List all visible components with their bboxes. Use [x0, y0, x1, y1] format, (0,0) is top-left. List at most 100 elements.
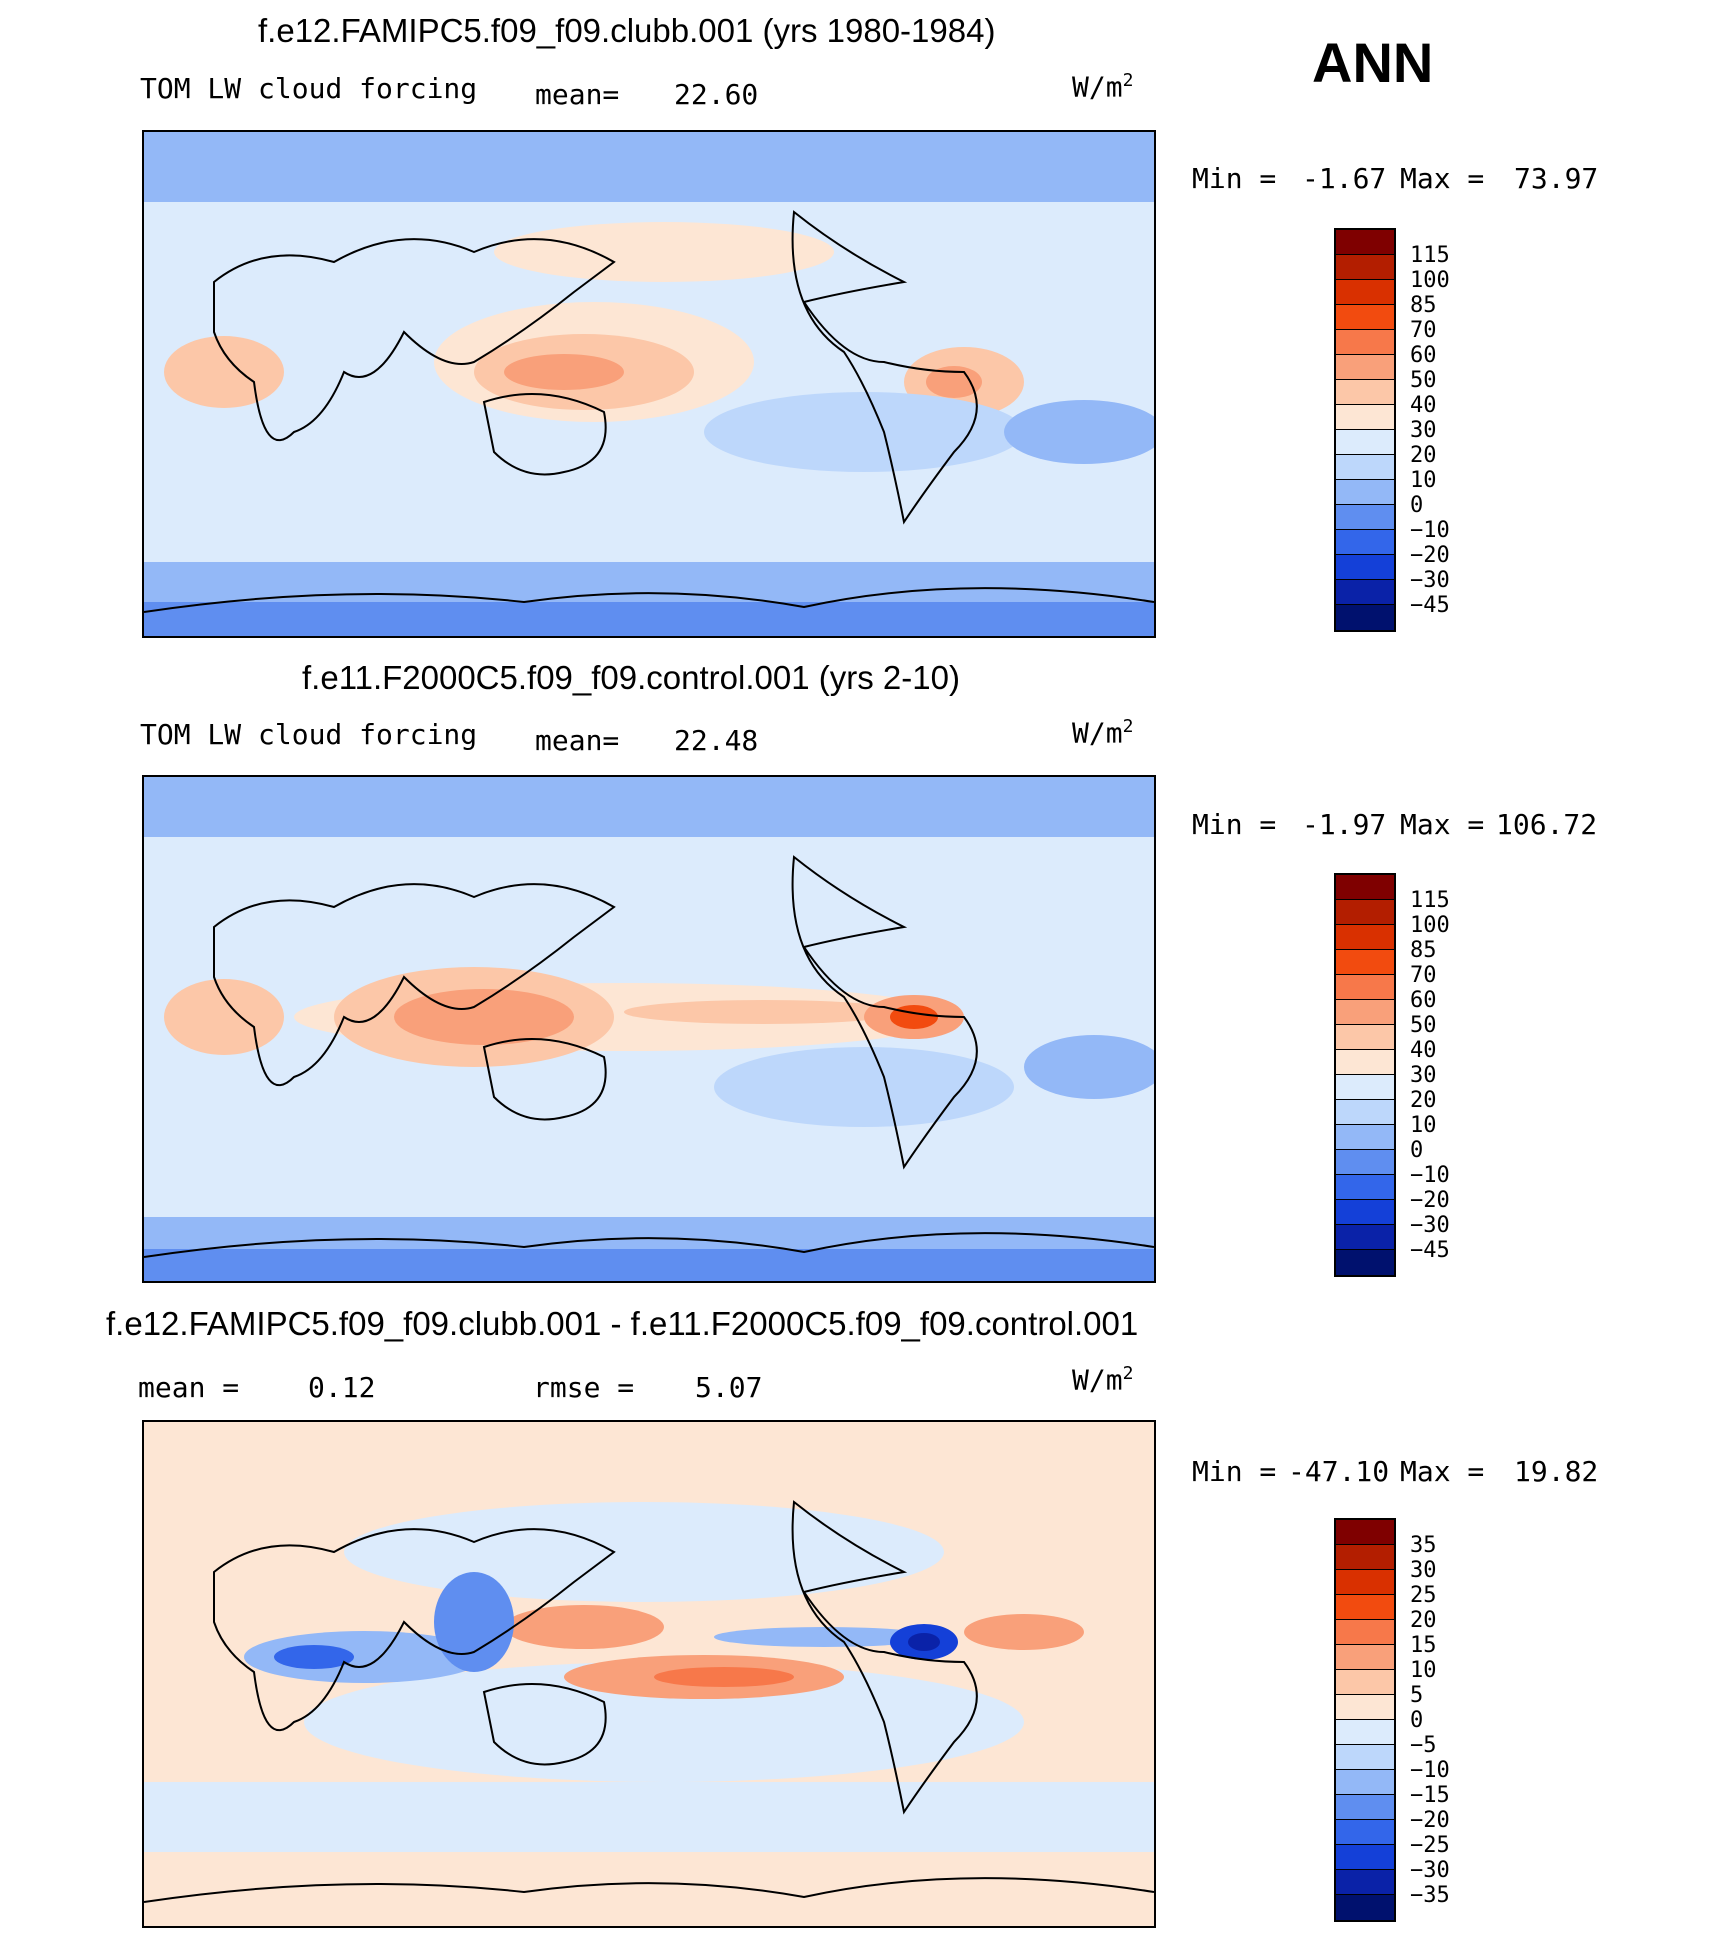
colorbar-box — [1336, 900, 1394, 925]
antarctic-band — [144, 1249, 1154, 1281]
colorbar-box — [1336, 1745, 1394, 1770]
colorbar-box — [1336, 1025, 1394, 1050]
colorbar-tick-label: −30 — [1410, 568, 1450, 593]
colorbar-tick-label: −20 — [1410, 1808, 1450, 1833]
panel-3-rmse-value: 5.07 — [695, 1371, 763, 1404]
colorbar-tick-label: 15 — [1410, 1633, 1437, 1658]
colorbar-box — [1336, 1520, 1394, 1545]
colorbar-tick-label: −10 — [1410, 518, 1450, 543]
se-pacific-stratus — [714, 1047, 1014, 1127]
indian-ocean-core — [274, 1645, 354, 1669]
colorbar-box — [1336, 1075, 1394, 1100]
colorbar-box — [1336, 480, 1394, 505]
antarctic-band — [144, 602, 1154, 636]
americas-coast — [791, 1500, 978, 1815]
se-atlantic-stratus — [1004, 400, 1154, 464]
colorbar-tick-label: −35 — [1410, 1883, 1450, 1908]
colorbar-box — [1336, 950, 1394, 975]
antarctica-coast — [144, 1232, 1154, 1258]
colorbar-tick-label: −45 — [1410, 593, 1450, 618]
panel-2-max-value: 106.72 — [1496, 808, 1598, 841]
antarctica-coast — [144, 1877, 1154, 1903]
colorbar-tick-label: 85 — [1410, 938, 1437, 963]
colorbar-tick-label: 30 — [1410, 1063, 1437, 1088]
panel-2-mean-value: 22.48 — [674, 724, 759, 757]
panel-2-units: W/m2 — [1072, 716, 1133, 749]
atlantic-warm — [964, 1614, 1084, 1650]
colorbar-box — [1336, 230, 1394, 255]
panel-2-map-svg — [144, 777, 1154, 1281]
colorbar-tick-label: −10 — [1410, 1758, 1450, 1783]
panel-2-min-value: -1.97 — [1302, 808, 1387, 841]
panel-3-colorbar — [1334, 1518, 1396, 1922]
colorbar-box — [1336, 505, 1394, 530]
panel-1-min-value: -1.67 — [1302, 162, 1387, 195]
colorbar-box — [1336, 1225, 1394, 1250]
colorbar-box — [1336, 1570, 1394, 1595]
colorbar-tick-label: −20 — [1410, 543, 1450, 568]
panel-1-colorbar — [1334, 228, 1396, 632]
colorbar-box — [1336, 355, 1394, 380]
colorbar-tick-label: 40 — [1410, 1038, 1437, 1063]
panel-2-min-label: Min = — [1192, 808, 1277, 841]
colorbar-box — [1336, 1620, 1394, 1645]
colorbar-tick-label: 35 — [1410, 1533, 1437, 1558]
panel-3-rmse-label: rmse = — [533, 1371, 635, 1404]
panel-1-max-value: 73.97 — [1514, 162, 1599, 195]
colorbar-tick-label: −20 — [1410, 1188, 1450, 1213]
panel-3-min-value: -47.10 — [1288, 1455, 1390, 1488]
panel-1-title: f.e12.FAMIPC5.f09_f09.clubb.001 (yrs 198… — [258, 12, 996, 49]
colorbar-box — [1336, 925, 1394, 950]
panel-3-map-svg — [144, 1422, 1154, 1926]
colorbar-box — [1336, 280, 1394, 305]
eurasia-africa-coast — [213, 883, 616, 1087]
units-base: W/m — [1072, 70, 1123, 104]
americas-coast — [791, 210, 978, 525]
colorbar-box — [1336, 1125, 1394, 1150]
colorbar-box — [1336, 605, 1394, 630]
sw-pacific-core — [654, 1667, 794, 1687]
colorbar-box — [1336, 1770, 1394, 1795]
amazon-core — [926, 366, 982, 398]
australia-coast — [482, 1038, 607, 1121]
panel-2-variable: TOM LW cloud forcing — [140, 718, 478, 751]
colorbar-tick-label: −10 — [1410, 1163, 1450, 1188]
colorbar-box — [1336, 1595, 1394, 1620]
units-base: W/m — [1072, 1363, 1123, 1397]
colorbar-box — [1336, 975, 1394, 1000]
colorbar-box — [1336, 530, 1394, 555]
indian-ocean-cool — [244, 1631, 484, 1683]
colorbar-box — [1336, 1050, 1394, 1075]
itcz-band — [624, 1000, 904, 1024]
panel-3-mean-label: mean = — [138, 1371, 240, 1404]
colorbar-box — [1336, 1250, 1394, 1275]
colorbar-box — [1336, 580, 1394, 605]
nw-pacific-warm — [504, 1605, 664, 1649]
colorbar-tick-label: 50 — [1410, 368, 1437, 393]
colorbar-tick-label: 50 — [1410, 1013, 1437, 1038]
colorbar-tick-label: 20 — [1410, 1088, 1437, 1113]
colorbar-box — [1336, 430, 1394, 455]
panel-3-max-value: 19.82 — [1514, 1455, 1599, 1488]
colorbar-tick-label: 20 — [1410, 443, 1437, 468]
colorbar-box — [1336, 305, 1394, 330]
colorbar-tick-label: 0 — [1410, 1138, 1424, 1163]
panel-3-max-label: Max = — [1400, 1455, 1485, 1488]
colorbar-box — [1336, 330, 1394, 355]
panel-1-max-label: Max = — [1400, 162, 1485, 195]
arctic-band — [144, 777, 1154, 837]
colorbar-tick-label: −30 — [1410, 1213, 1450, 1238]
colorbar-box — [1336, 1795, 1394, 1820]
season-label: ANN — [1312, 31, 1434, 94]
panel-1-mean-label: mean= — [535, 78, 620, 111]
eurasia-africa-coast — [213, 1528, 616, 1732]
colorbar-box — [1336, 1150, 1394, 1175]
colorbar-box — [1336, 1720, 1394, 1745]
colorbar-tick-label: 60 — [1410, 988, 1437, 1013]
colorbar-box — [1336, 875, 1394, 900]
colorbar-box — [1336, 1000, 1394, 1025]
panel-3-mean-value: 0.12 — [308, 1371, 376, 1404]
units-exponent: 2 — [1122, 70, 1134, 91]
colorbar-box — [1336, 1175, 1394, 1200]
panama-core — [890, 1005, 938, 1029]
